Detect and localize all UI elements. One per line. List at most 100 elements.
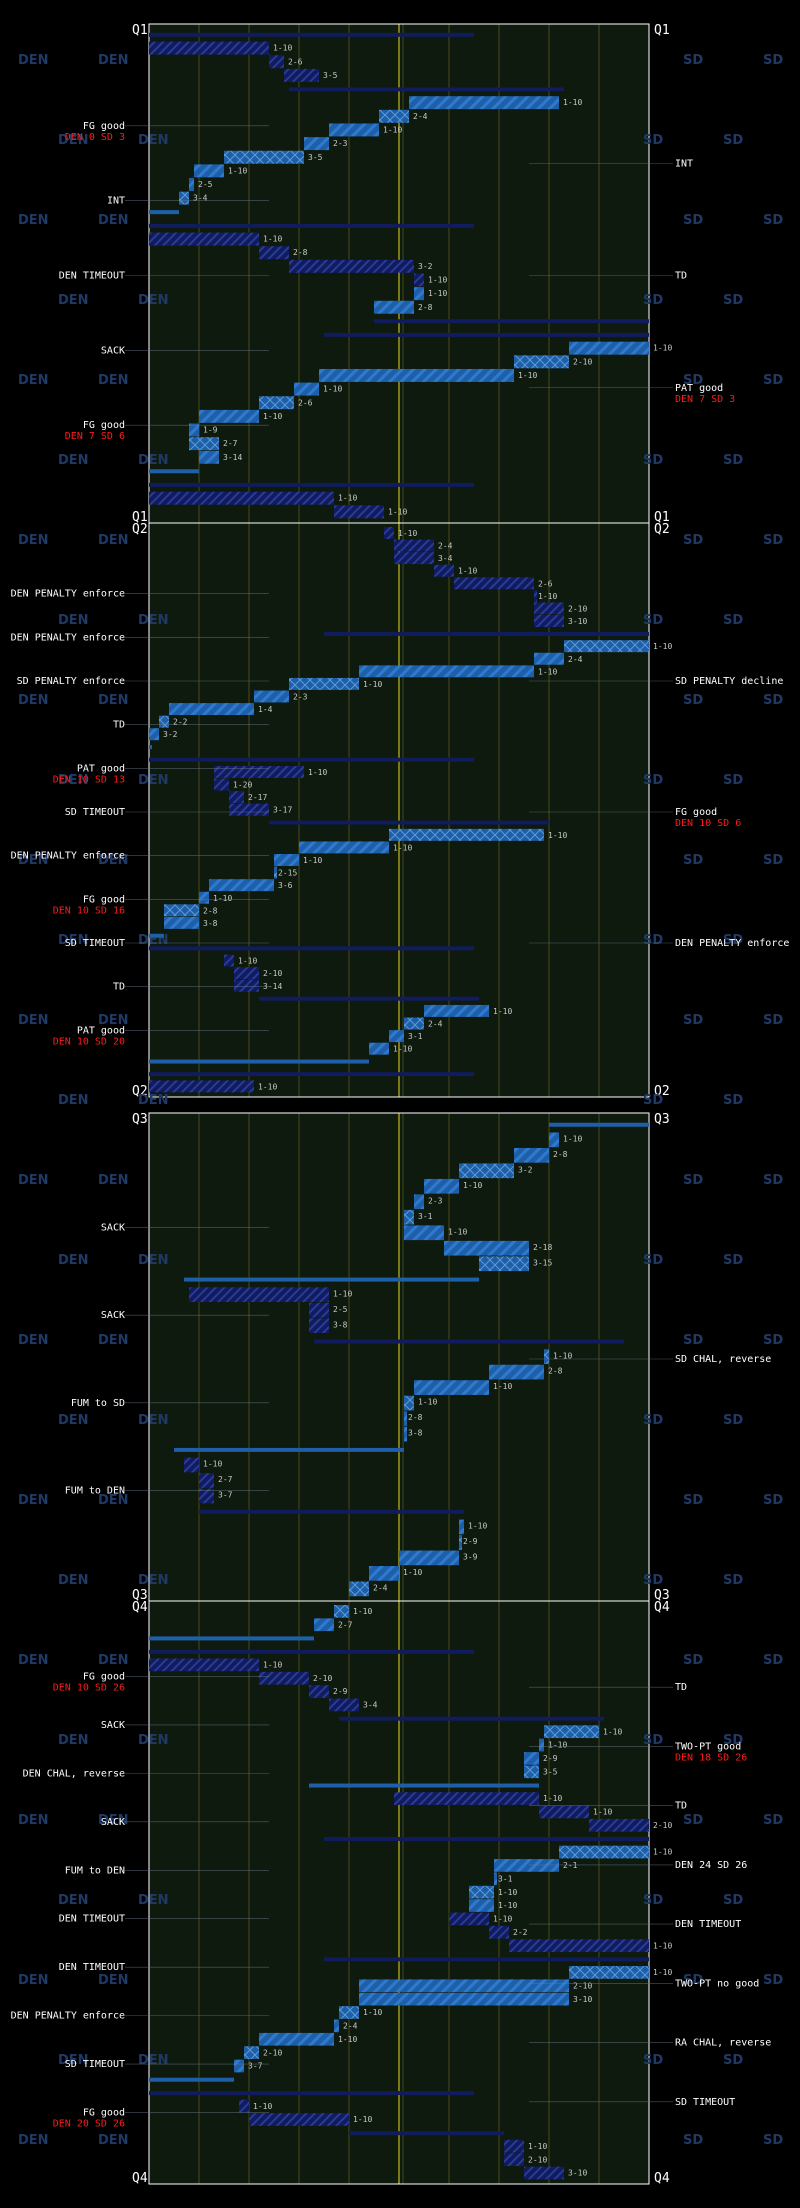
- play-bar: [244, 2046, 259, 2059]
- play-bar: [459, 1535, 462, 1550]
- team-watermark: SD: [723, 613, 743, 628]
- down-distance-label: 1-10: [468, 1522, 487, 1531]
- play-bar: [164, 916, 199, 929]
- play-bar: [174, 1447, 404, 1452]
- down-distance-label: 1-10: [353, 2115, 372, 2124]
- play-bar: [514, 355, 569, 369]
- score-label: DEN 10 SD 6: [675, 818, 741, 829]
- event-label: TWO-PT no good: [675, 1978, 759, 1989]
- down-distance-label: 1-10: [253, 2102, 272, 2111]
- play-bar: [469, 1885, 494, 1899]
- play-bar: [294, 382, 319, 396]
- team-watermark: DEN: [18, 853, 49, 868]
- play-bar: [514, 1147, 549, 1163]
- event-label: DEN 24 SD 26: [675, 1860, 747, 1871]
- down-distance-label: 2-3: [293, 693, 308, 702]
- play-bar: [269, 820, 549, 825]
- score-label: DEN 18 SD 26: [675, 1752, 747, 1763]
- team-watermark: DEN: [58, 1413, 89, 1428]
- down-distance-label: 3-2: [418, 262, 433, 271]
- play-bar: [149, 491, 334, 505]
- play-bar: [459, 1163, 514, 1179]
- play-bar: [389, 1030, 404, 1043]
- down-distance-label: 2-6: [288, 57, 303, 66]
- down-distance-label: 1-10: [493, 1915, 512, 1924]
- team-watermark: SD: [723, 1413, 743, 1428]
- play-bar: [289, 677, 359, 690]
- event-label: SACK: [101, 1310, 125, 1321]
- down-distance-label: 1-10: [213, 894, 232, 903]
- down-distance-label: 1-4: [258, 705, 273, 714]
- down-distance-label: 1-10: [538, 592, 557, 601]
- team-watermark: DEN: [98, 53, 129, 68]
- team-watermark: DEN: [58, 453, 89, 468]
- down-distance-label: 1-10: [388, 507, 407, 516]
- team-watermark: SD: [723, 773, 743, 788]
- play-bar: [379, 109, 409, 123]
- team-watermark: DEN: [58, 1893, 89, 1908]
- event-label: SD PENALTY enforce: [17, 676, 125, 687]
- event-label: DEN CHAL, reverse: [23, 1768, 125, 1779]
- down-distance-label: 1-10: [263, 1660, 282, 1669]
- down-distance-label: 2-10: [313, 1674, 332, 1683]
- play-bar: [259, 2032, 334, 2046]
- quarter-label: Q1: [654, 510, 670, 525]
- play-bar: [334, 505, 384, 519]
- down-distance-label: 3-4: [438, 554, 453, 563]
- down-distance-label: 2-8: [418, 303, 433, 312]
- play-bar: [309, 1685, 329, 1698]
- team-watermark: SD: [723, 1733, 743, 1748]
- play-bar: [539, 1805, 589, 1819]
- down-distance-label: 2-5: [198, 180, 213, 189]
- team-watermark: SD: [683, 1173, 703, 1188]
- play-bar: [309, 1302, 329, 1318]
- play-bar: [149, 210, 179, 215]
- play-bar: [314, 1339, 624, 1344]
- team-watermark: DEN: [138, 613, 169, 628]
- play-bar: [149, 933, 164, 938]
- down-distance-label: 2-6: [538, 579, 553, 588]
- play-bar: [404, 1395, 414, 1411]
- down-distance-label: 2-10: [263, 2048, 282, 2057]
- event-label: FG good: [83, 121, 125, 132]
- score-label: DEN 10 SD 20: [53, 1036, 125, 1047]
- event-label: SD TIMEOUT: [675, 2097, 735, 2108]
- event-label: SACK: [101, 1223, 125, 1234]
- play-bar: [544, 1725, 599, 1739]
- team-watermark: SD: [683, 1813, 703, 1828]
- down-distance-label: 3-17: [273, 806, 292, 815]
- down-distance-label: 1-10: [418, 1398, 437, 1407]
- play-bar: [284, 68, 319, 82]
- team-watermark: SD: [763, 53, 783, 68]
- down-distance-label: 1-10: [363, 680, 382, 689]
- event-label: TD: [675, 271, 687, 282]
- team-watermark: DEN: [18, 373, 49, 388]
- down-distance-label: 1-10: [498, 1888, 517, 1897]
- team-watermark: DEN: [58, 293, 89, 308]
- play-bar: [149, 2091, 474, 2096]
- down-distance-label: 1-10: [653, 1848, 672, 1857]
- team-watermark: SD: [763, 1493, 783, 1508]
- down-distance-label: 2-10: [653, 1821, 672, 1830]
- down-distance-label: 1-10: [258, 1082, 277, 1091]
- play-bar: [324, 1837, 649, 1842]
- team-watermark: DEN: [98, 1333, 129, 1348]
- play-bar: [454, 577, 534, 590]
- team-watermark: DEN: [18, 2133, 49, 2148]
- quarter-label: Q3: [132, 1588, 148, 1603]
- event-label: FUM to SD: [71, 1398, 125, 1409]
- event-label: DEN TIMEOUT: [59, 1962, 125, 1973]
- team-watermark: DEN: [18, 53, 49, 68]
- play-bar: [309, 1783, 539, 1788]
- down-distance-label: 3-10: [568, 617, 587, 626]
- team-watermark: SD: [683, 2133, 703, 2148]
- team-watermark: DEN: [138, 2053, 169, 2068]
- team-watermark: DEN: [58, 773, 89, 788]
- down-distance-label: 2-10: [263, 969, 282, 978]
- team-watermark: DEN: [58, 613, 89, 628]
- down-distance-label: 1-10: [538, 667, 557, 676]
- down-distance-label: 2-3: [428, 1196, 443, 1205]
- event-label: TWO-PT good: [675, 1741, 741, 1752]
- down-distance-label: 2-9: [463, 1537, 478, 1546]
